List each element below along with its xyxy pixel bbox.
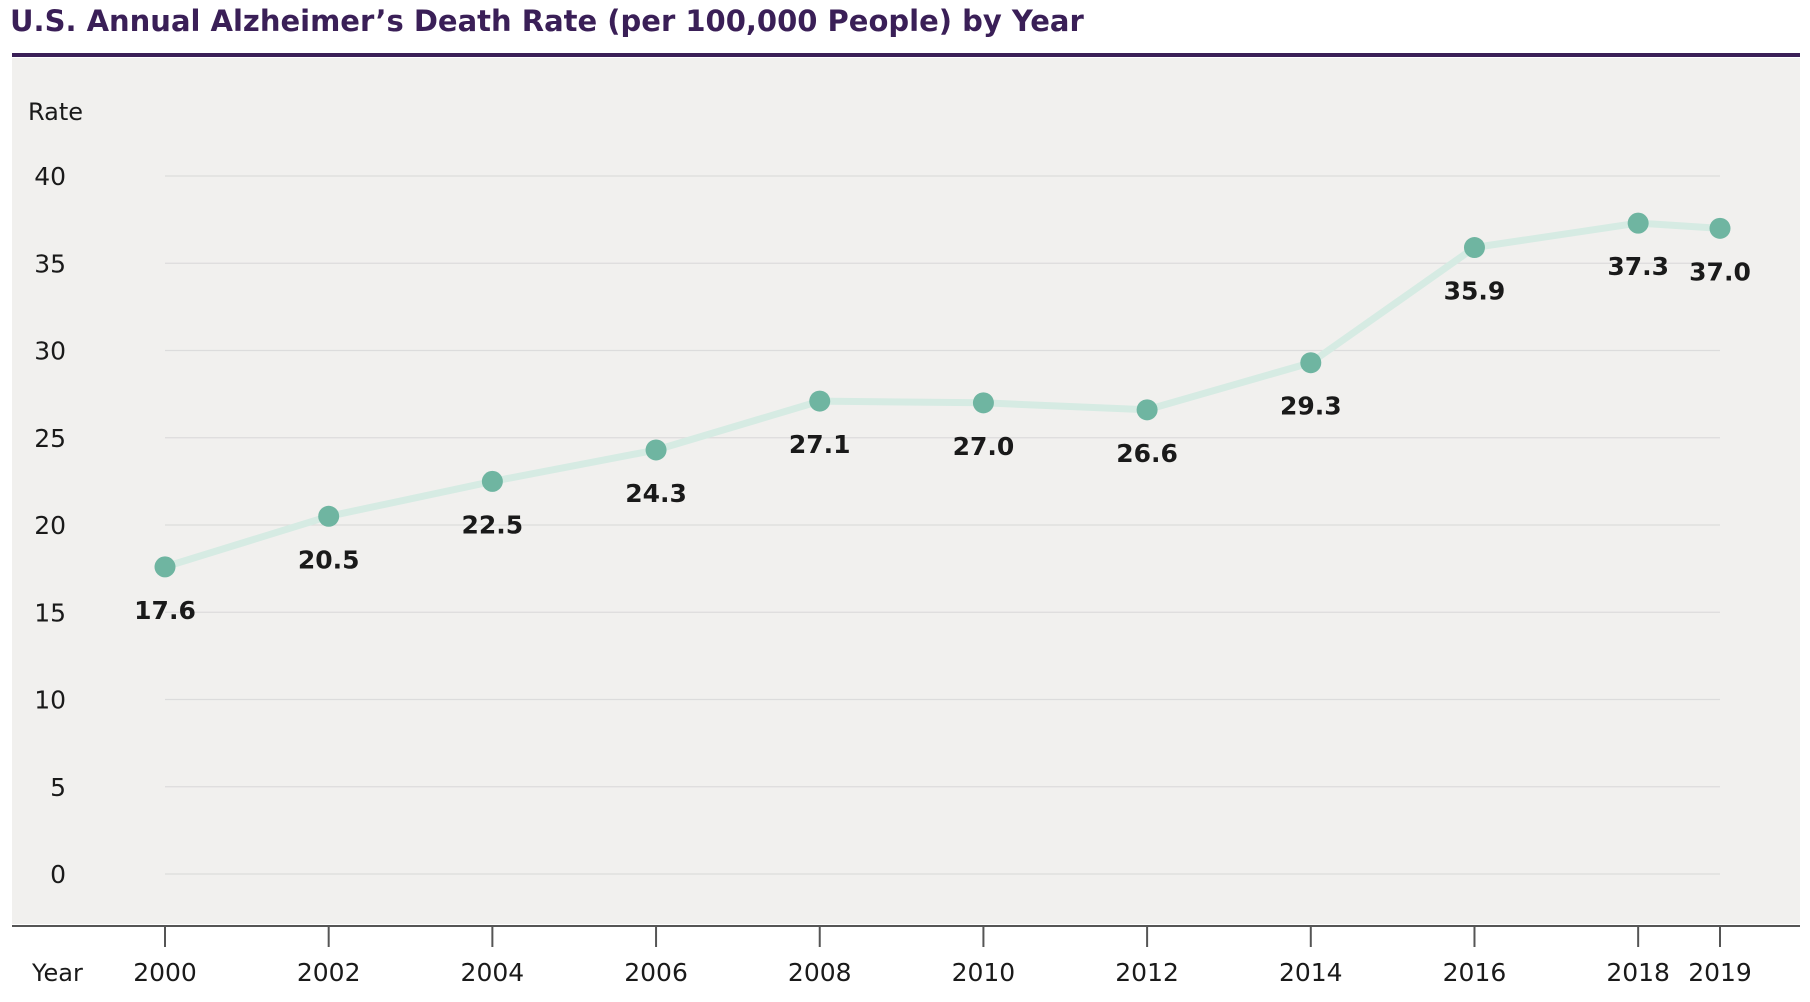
y-tick-label-0: 0 [50,860,66,889]
gridlines [165,175,1720,875]
x-tick-label-2014: 2014 [1279,958,1343,987]
x-tick-label-2010: 2010 [952,958,1016,987]
x-tick-label-2019: 2019 [1688,958,1752,987]
y-tick-label-25: 25 [34,424,66,453]
data-label-2002: 20.5 [298,545,360,574]
y-axis-tick-labels: 0 5 10 15 20 25 30 35 40 [34,162,66,889]
data-label-2019: 37.0 [1689,257,1751,286]
data-point-2002 [318,505,340,527]
data-label-2000: 17.6 [134,596,196,625]
data-point-2004 [481,470,503,492]
data-point-2012 [1136,399,1158,421]
x-axis-title: Year [31,959,83,987]
y-tick-label-40: 40 [34,162,66,191]
data-point-2019 [1709,217,1731,239]
y-tick-label-10: 10 [34,686,66,715]
data-label-2008: 27.1 [789,430,851,459]
data-label-2016: 35.9 [1444,277,1506,306]
x-tick-label-2008: 2008 [788,958,852,987]
data-point-2010 [972,392,994,414]
plot-background [12,58,1800,924]
x-tick-label-2002: 2002 [297,958,361,987]
data-points [154,212,1731,578]
data-point-2008 [809,390,831,412]
x-tick-label-2012: 2012 [1115,958,1179,987]
x-tick-label-2016: 2016 [1443,958,1507,987]
data-label-2004: 22.5 [462,510,524,539]
chart-title: U.S. Annual Alzheimer’s Death Rate (per … [10,4,1084,38]
data-point-2000 [154,556,176,578]
x-tick-label-2006: 2006 [624,958,688,987]
title-divider [12,53,1800,57]
data-label-2006: 24.3 [625,479,687,508]
y-tick-label-30: 30 [34,337,66,366]
x-axis-ticks [164,926,1721,947]
x-tick-label-2004: 2004 [461,958,525,987]
data-label-2010: 27.0 [953,432,1015,461]
data-point-2014 [1300,352,1322,374]
data-label-2018: 37.3 [1607,252,1669,281]
y-tick-label-5: 5 [50,773,66,802]
y-tick-label-35: 35 [34,249,66,278]
data-point-2018 [1627,212,1649,234]
data-point-2016 [1463,237,1485,259]
x-tick-label-2000: 2000 [133,958,197,987]
data-label-2014: 29.3 [1280,392,1342,421]
x-tick-label-2018: 2018 [1606,958,1670,987]
y-axis-title: Rate [28,98,83,126]
y-tick-label-20: 20 [34,511,66,540]
x-axis-tick-labels: 2000 2002 2004 2006 2008 2010 2012 2014 2016 2018… [133,958,1752,987]
data-labels: 17.6 20.5 22.5 24.3 27.1 27.0 26.6 29.3 35.9 37.3… [134,252,1751,625]
data-label-2012: 26.6 [1116,439,1178,468]
y-tick-label-15: 15 [34,598,66,627]
data-point-2006 [645,439,667,461]
